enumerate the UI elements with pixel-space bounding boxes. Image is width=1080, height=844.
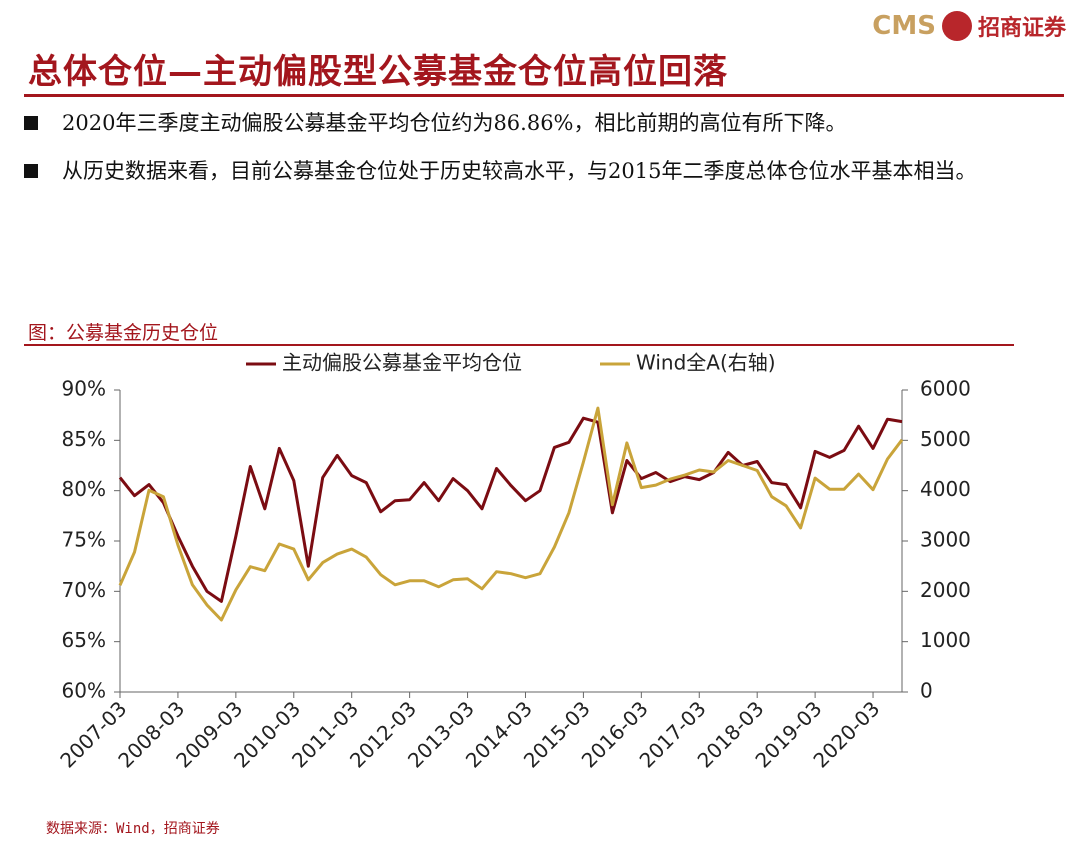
logo: CMS 招商证券	[872, 8, 1066, 44]
y-tick-label: 70%	[62, 578, 106, 602]
y2-tick-label: 6000	[920, 377, 971, 401]
chart-caption: 图：公募基金历史仓位	[28, 322, 219, 344]
y2-tick-label: 2000	[920, 578, 971, 602]
y-tick-label: 75%	[62, 528, 106, 552]
bullet-marker	[24, 164, 38, 178]
slide-title: 总体仓位—主动偏股型公募基金仓位高位回落	[28, 52, 728, 92]
y-tick-label: 60%	[62, 679, 106, 703]
y-tick-label: 65%	[62, 628, 106, 652]
logo-text: CMS	[872, 11, 936, 41]
logo-icon	[941, 11, 972, 41]
logo-name: 招商证券	[977, 15, 1066, 41]
bullet: 从历史数据来看，目前公募基金仓位处于历史较高水平，与2015年二季度总体仓位水平…	[24, 152, 1024, 190]
legend-label: Wind全A(右轴)	[636, 351, 776, 375]
y2-tick-label: 4000	[920, 477, 971, 501]
series-line	[118, 416, 903, 603]
bullet-marker	[24, 116, 38, 130]
y-tick-label: 80%	[62, 477, 106, 501]
bullet: 2020年三季度主动偏股公募基金平均仓位约为86.86%，相比前期的高位有所下降…	[24, 104, 1024, 142]
y2-tick-label: 5000	[920, 427, 971, 451]
y-tick-label: 85%	[62, 427, 106, 451]
bullet-text: 从历史数据来看，目前公募基金仓位处于历史较高水平，与2015年二季度总体仓位水平…	[62, 159, 977, 183]
y2-tick-label: 0	[920, 679, 933, 703]
source-note: 数据来源：Wind，招商证券	[46, 821, 220, 837]
y2-tick-label: 1000	[920, 628, 971, 652]
y2-tick-label: 3000	[920, 528, 971, 552]
bullet-text: 2020年三季度主动偏股公募基金平均仓位约为86.86%，相比前期的高位有所下降…	[62, 111, 847, 135]
caption-rule	[24, 344, 1014, 346]
series-line	[118, 406, 904, 622]
title-rule	[24, 94, 1064, 97]
legend-label: 主动偏股公募基金平均仓位	[282, 351, 522, 375]
y-tick-label: 90%	[62, 377, 106, 401]
